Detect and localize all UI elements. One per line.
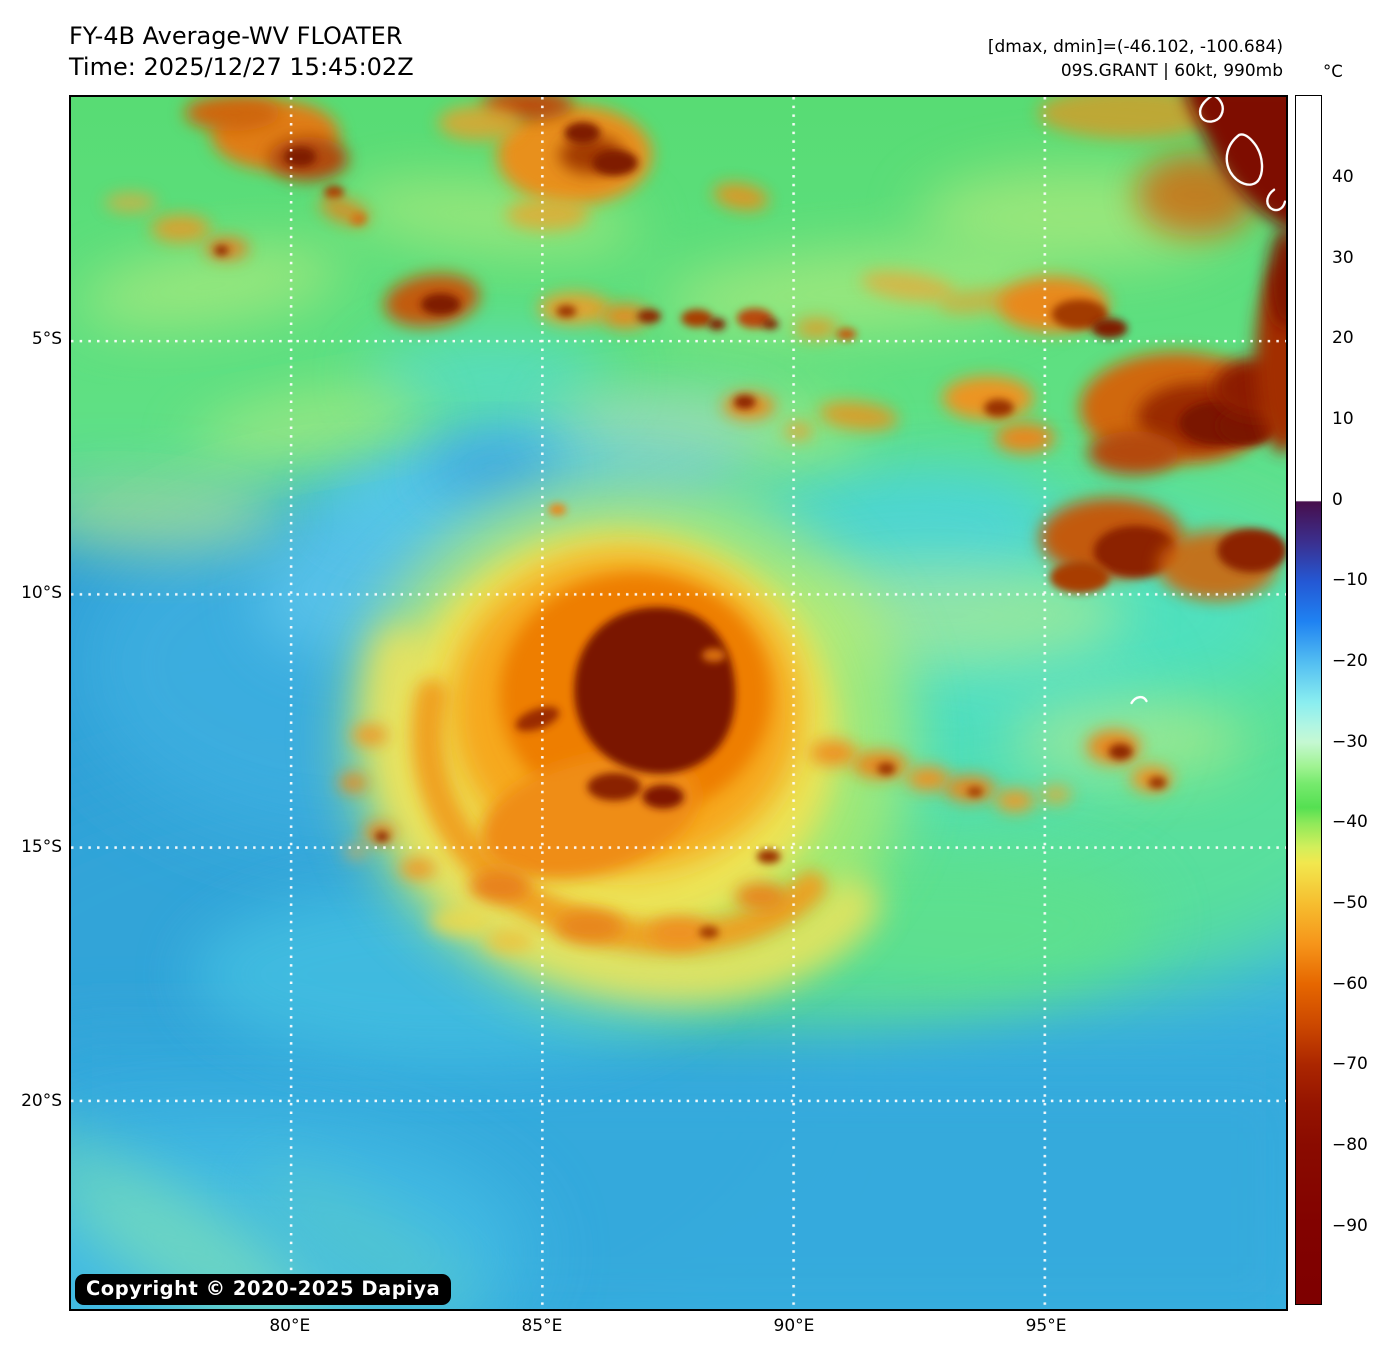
- colorbar-tick-label: −70: [1332, 1054, 1368, 1075]
- lon-tick-label: 95°E: [1025, 1316, 1067, 1336]
- colorbar-tick-label: −30: [1332, 731, 1368, 752]
- lat-lon-gridlines: [71, 97, 1286, 1309]
- water-vapor-image: [71, 97, 1286, 1309]
- plot-time-line: Time: 2025/12/27 15:45:02Z: [69, 53, 414, 81]
- colorbar-unit-label: °C: [1323, 62, 1343, 81]
- storm-id-readout: 09S.GRANT | 60kt, 990mb: [1060, 61, 1283, 81]
- colorbar-tick-label: 40: [1332, 167, 1354, 188]
- eastern-cold-cloud-clusters: [996, 97, 1286, 601]
- colorbar: [1295, 95, 1322, 1305]
- colorbar-tick-label: −60: [1332, 973, 1368, 994]
- plot-title-line1: FY-4B Average-WV FLOATER: [69, 22, 403, 50]
- lon-tick-label: 80°E: [269, 1316, 311, 1336]
- cold-cloud-core: [574, 607, 736, 774]
- east-convective-chain: [809, 729, 1173, 812]
- copyright-badge: Copyright © 2020-2025 Dapiya: [75, 1274, 452, 1305]
- colorbar-tick-label: 30: [1332, 247, 1354, 268]
- tropical-cyclone: [339, 478, 914, 1002]
- storm-info: [dmax, dmin]=(-46.102, -100.684) 09S.GRAN…: [683, 35, 1283, 83]
- colorbar-tick-label: −50: [1332, 893, 1368, 914]
- colorbar-tick-label: −20: [1332, 651, 1368, 672]
- colorbar-tick-label: −80: [1332, 1135, 1368, 1156]
- lat-tick-label: 20°S: [21, 1091, 62, 1112]
- colorbar-tick-label: 0: [1332, 489, 1343, 510]
- dmax-dmin-readout: [dmax, dmin]=(-46.102, -100.684): [987, 37, 1283, 57]
- colorbar-tick-label: −40: [1332, 812, 1368, 833]
- colorbar-tick-label: 20: [1332, 328, 1354, 349]
- lat-tick-label: 10°S: [21, 583, 62, 603]
- lat-tick-label: 5°S: [31, 328, 62, 349]
- coastline-outlines: [1130, 97, 1286, 705]
- lon-tick-label: 85°E: [521, 1316, 563, 1336]
- plot-title: FY-4B Average-WV FLOATER Time: 2025/12/27…: [69, 21, 414, 83]
- lon-tick-label: 90°E: [773, 1316, 815, 1336]
- northern-convective-cells: [104, 97, 1055, 453]
- colorbar-tick-label: −10: [1332, 570, 1368, 591]
- colorbar-tick-label: 10: [1332, 409, 1354, 430]
- lat-tick-label: 15°S: [21, 837, 62, 858]
- satellite-map: Copyright © 2020-2025 Dapiya: [69, 95, 1288, 1311]
- colorbar-tick-label: −90: [1332, 1215, 1368, 1236]
